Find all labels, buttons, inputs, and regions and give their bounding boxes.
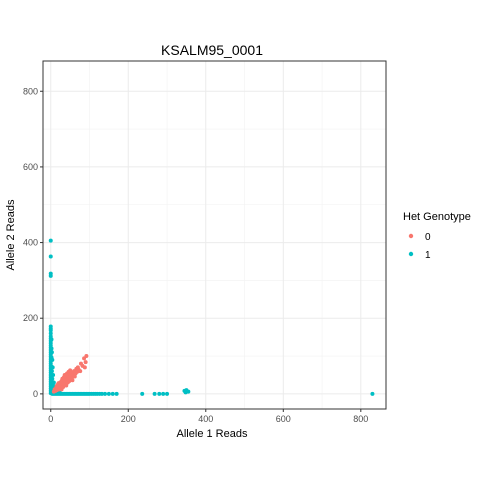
legend-items: 01 bbox=[408, 232, 431, 261]
data-point-series-0 bbox=[84, 354, 89, 359]
legend-title: Het Genotype bbox=[403, 211, 471, 223]
plot-background bbox=[43, 61, 386, 409]
grid-major bbox=[43, 61, 386, 409]
data-point-series-0 bbox=[78, 369, 83, 374]
data-point-series-1 bbox=[140, 391, 145, 396]
data-point-series-1 bbox=[110, 391, 115, 396]
data-point-series-1 bbox=[48, 273, 53, 278]
data-point-series-1 bbox=[49, 337, 54, 342]
data-point-series-1 bbox=[49, 350, 54, 355]
data-point-series-1 bbox=[51, 372, 56, 377]
data-point-series-0 bbox=[83, 360, 88, 365]
x-tick-label: 200 bbox=[121, 414, 136, 424]
data-point-series-1 bbox=[106, 391, 111, 396]
x-tick-label: 600 bbox=[276, 414, 291, 424]
y-tick-label: 400 bbox=[23, 238, 38, 248]
data-point-series-1 bbox=[165, 391, 170, 396]
data-point-series-0 bbox=[61, 385, 66, 390]
data-point-series-1 bbox=[370, 391, 375, 396]
data-point-series-1 bbox=[161, 391, 166, 396]
legend-label-1: 1 bbox=[425, 250, 431, 261]
data-point-series-1 bbox=[51, 380, 56, 385]
data-point-series-1 bbox=[49, 369, 54, 374]
y-tick-label: 600 bbox=[23, 162, 38, 172]
data-point-series-1 bbox=[114, 391, 119, 396]
legend-key-0 bbox=[408, 233, 414, 239]
data-point-series-1 bbox=[99, 391, 104, 396]
data-point-series-1 bbox=[50, 357, 55, 362]
data-point-series-1 bbox=[48, 238, 53, 243]
data-point-series-0 bbox=[82, 365, 87, 370]
data-point-series-1 bbox=[48, 328, 53, 333]
data-point-series-1 bbox=[48, 254, 53, 259]
data-point-series-1 bbox=[48, 331, 53, 336]
data-point-series-1 bbox=[50, 365, 55, 370]
data-point-series-0 bbox=[64, 383, 69, 388]
data-point-series-1 bbox=[103, 391, 108, 396]
data-point-series-0 bbox=[70, 378, 75, 383]
y-axis-label: Allele 2 Reads bbox=[5, 199, 17, 270]
chart-title: KSALM95_0001 bbox=[161, 42, 263, 58]
data-point-series-0 bbox=[72, 374, 77, 379]
legend: Het Genotype 01 bbox=[403, 211, 471, 261]
x-tick-label: 0 bbox=[48, 414, 53, 424]
data-point-series-1 bbox=[49, 346, 54, 351]
grid-minor bbox=[43, 61, 386, 409]
legend-label-0: 0 bbox=[425, 232, 431, 243]
x-axis-label: Allele 1 Reads bbox=[177, 428, 248, 440]
x-tick-label: 800 bbox=[353, 414, 368, 424]
data-point-series-1 bbox=[50, 376, 55, 381]
data-point-series-1 bbox=[157, 391, 162, 396]
y-axis-ticks: 0 200 400 600 800 bbox=[23, 86, 43, 399]
data-point-series-1 bbox=[186, 389, 191, 394]
y-tick-label: 200 bbox=[23, 313, 38, 323]
data-point-series-1 bbox=[152, 391, 157, 396]
data-points bbox=[48, 238, 375, 396]
y-tick-label: 0 bbox=[33, 389, 38, 399]
x-axis-ticks: 0 200 400 600 800 bbox=[48, 409, 368, 424]
legend-key-1 bbox=[408, 251, 414, 257]
y-tick-label: 800 bbox=[23, 86, 38, 96]
plot-border bbox=[42, 60, 387, 410]
x-tick-label: 400 bbox=[198, 414, 213, 424]
